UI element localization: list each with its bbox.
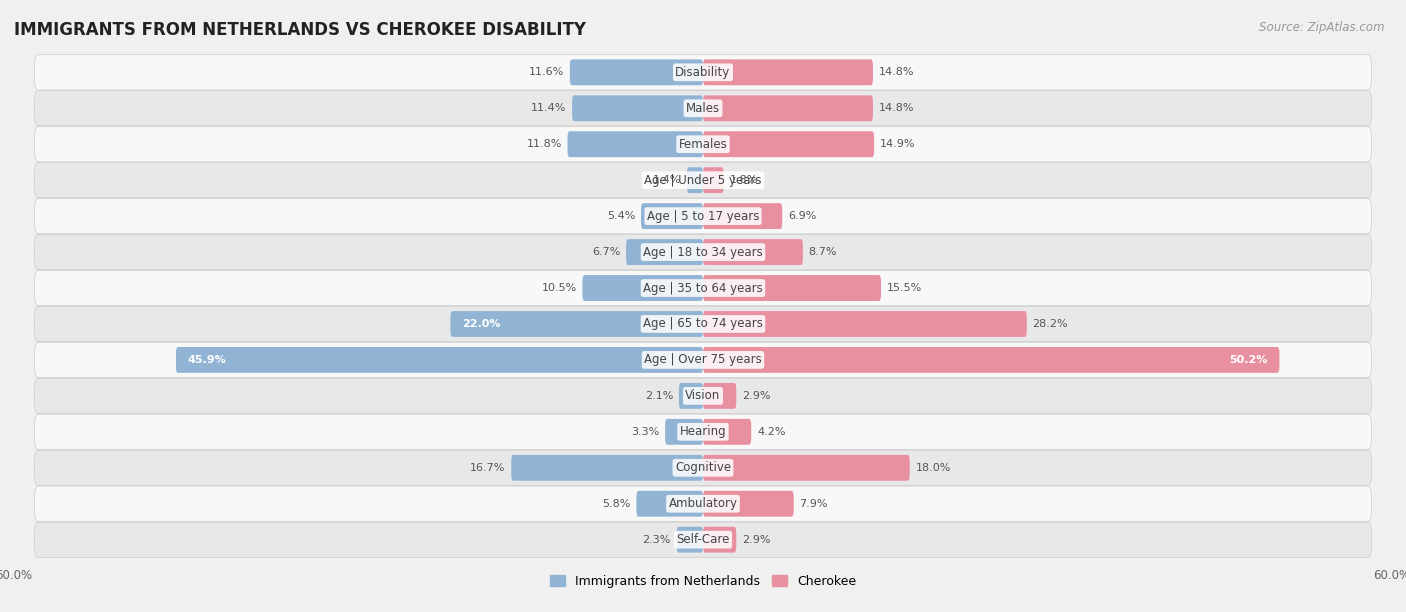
Text: IMMIGRANTS FROM NETHERLANDS VS CHEROKEE DISABILITY: IMMIGRANTS FROM NETHERLANDS VS CHEROKEE … [14, 21, 586, 39]
FancyBboxPatch shape [35, 163, 1371, 198]
FancyBboxPatch shape [35, 307, 1371, 341]
Text: 2.9%: 2.9% [742, 535, 770, 545]
Text: 18.0%: 18.0% [915, 463, 950, 473]
Text: 2.3%: 2.3% [643, 535, 671, 545]
Text: 4.2%: 4.2% [756, 427, 786, 437]
Text: Age | 18 to 34 years: Age | 18 to 34 years [643, 245, 763, 259]
Text: 6.9%: 6.9% [787, 211, 817, 221]
Text: 16.7%: 16.7% [470, 463, 506, 473]
Text: 14.9%: 14.9% [880, 139, 915, 149]
Text: 15.5%: 15.5% [887, 283, 922, 293]
Text: 5.4%: 5.4% [607, 211, 636, 221]
FancyBboxPatch shape [35, 450, 1371, 485]
Text: 28.2%: 28.2% [1032, 319, 1069, 329]
Text: Age | 65 to 74 years: Age | 65 to 74 years [643, 318, 763, 330]
FancyBboxPatch shape [703, 311, 1026, 337]
FancyBboxPatch shape [35, 414, 1371, 449]
FancyBboxPatch shape [703, 275, 882, 301]
FancyBboxPatch shape [703, 383, 737, 409]
FancyBboxPatch shape [703, 95, 873, 121]
Text: Self-Care: Self-Care [676, 533, 730, 546]
FancyBboxPatch shape [665, 419, 703, 445]
Text: Cognitive: Cognitive [675, 461, 731, 474]
Text: 3.3%: 3.3% [631, 427, 659, 437]
Text: 7.9%: 7.9% [800, 499, 828, 509]
Text: 22.0%: 22.0% [461, 319, 501, 329]
FancyBboxPatch shape [582, 275, 703, 301]
Text: Age | Over 75 years: Age | Over 75 years [644, 353, 762, 367]
Text: 11.6%: 11.6% [529, 67, 564, 77]
FancyBboxPatch shape [35, 54, 1371, 90]
Text: 8.7%: 8.7% [808, 247, 837, 257]
Text: Males: Males [686, 102, 720, 115]
FancyBboxPatch shape [512, 455, 703, 480]
FancyBboxPatch shape [35, 91, 1371, 126]
Text: Females: Females [679, 138, 727, 151]
FancyBboxPatch shape [703, 203, 782, 229]
Text: 2.9%: 2.9% [742, 391, 770, 401]
Text: Ambulatory: Ambulatory [668, 497, 738, 510]
Text: 10.5%: 10.5% [541, 283, 576, 293]
Text: Age | 35 to 64 years: Age | 35 to 64 years [643, 282, 763, 294]
FancyBboxPatch shape [703, 167, 724, 193]
Text: 1.8%: 1.8% [730, 175, 758, 185]
FancyBboxPatch shape [641, 203, 703, 229]
FancyBboxPatch shape [703, 132, 875, 157]
FancyBboxPatch shape [35, 127, 1371, 162]
FancyBboxPatch shape [703, 491, 794, 517]
Text: 6.7%: 6.7% [592, 247, 620, 257]
Text: 11.4%: 11.4% [531, 103, 567, 113]
Text: 14.8%: 14.8% [879, 103, 914, 113]
Text: 5.8%: 5.8% [602, 499, 631, 509]
FancyBboxPatch shape [572, 95, 703, 121]
FancyBboxPatch shape [35, 522, 1371, 558]
Legend: Immigrants from Netherlands, Cherokee: Immigrants from Netherlands, Cherokee [544, 570, 862, 593]
FancyBboxPatch shape [703, 239, 803, 265]
Text: Source: ZipAtlas.com: Source: ZipAtlas.com [1260, 21, 1385, 34]
FancyBboxPatch shape [569, 59, 703, 85]
FancyBboxPatch shape [703, 527, 737, 553]
FancyBboxPatch shape [35, 234, 1371, 270]
FancyBboxPatch shape [176, 347, 703, 373]
FancyBboxPatch shape [35, 342, 1371, 378]
Text: 2.1%: 2.1% [645, 391, 673, 401]
FancyBboxPatch shape [626, 239, 703, 265]
FancyBboxPatch shape [35, 271, 1371, 305]
FancyBboxPatch shape [703, 455, 910, 480]
FancyBboxPatch shape [568, 132, 703, 157]
FancyBboxPatch shape [35, 486, 1371, 521]
Text: Disability: Disability [675, 66, 731, 79]
Text: 11.8%: 11.8% [526, 139, 562, 149]
Text: Hearing: Hearing [679, 425, 727, 438]
Text: 1.4%: 1.4% [652, 175, 681, 185]
FancyBboxPatch shape [35, 198, 1371, 234]
Text: Age | Under 5 years: Age | Under 5 years [644, 174, 762, 187]
Text: 50.2%: 50.2% [1230, 355, 1268, 365]
FancyBboxPatch shape [450, 311, 703, 337]
FancyBboxPatch shape [35, 378, 1371, 414]
FancyBboxPatch shape [703, 59, 873, 85]
FancyBboxPatch shape [676, 527, 703, 553]
FancyBboxPatch shape [679, 383, 703, 409]
FancyBboxPatch shape [688, 167, 703, 193]
FancyBboxPatch shape [703, 419, 751, 445]
FancyBboxPatch shape [637, 491, 703, 517]
Text: Age | 5 to 17 years: Age | 5 to 17 years [647, 210, 759, 223]
FancyBboxPatch shape [703, 347, 1279, 373]
Text: Vision: Vision [685, 389, 721, 402]
Text: 14.8%: 14.8% [879, 67, 914, 77]
Text: 45.9%: 45.9% [187, 355, 226, 365]
